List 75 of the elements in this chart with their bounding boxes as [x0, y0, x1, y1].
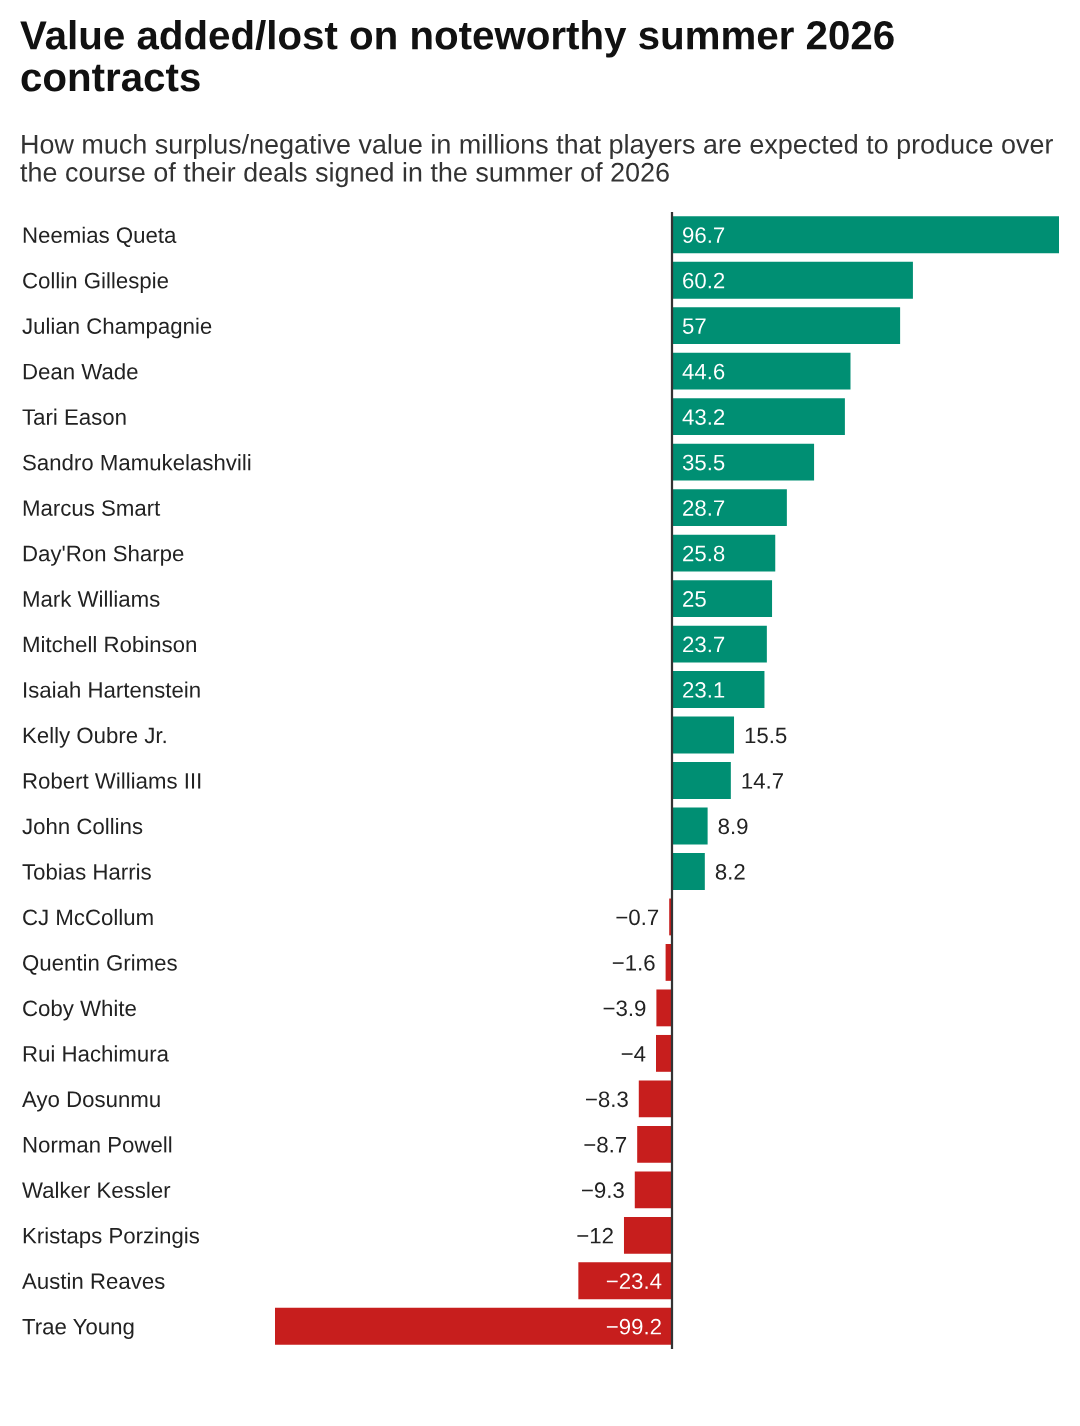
y-tick-label: Trae Young	[22, 1319, 134, 1339]
bar	[672, 762, 731, 799]
bar	[634, 1171, 672, 1209]
y-tick-label: Rui Hachimura	[23, 1045, 169, 1062]
data-label: 60.2	[683, 272, 725, 289]
data-label: 96.7	[683, 227, 725, 244]
data-label: −23.4	[606, 1273, 662, 1290]
bar	[672, 580, 773, 617]
y-tick-label: Austin Reaves	[22, 1272, 165, 1290]
bar	[637, 1125, 672, 1163]
data-label: 23.7	[683, 636, 725, 653]
y-tick-label: Julian Champagnie	[22, 317, 212, 339]
y-tick-label: Dean Wade	[23, 363, 138, 380]
bar	[672, 534, 776, 572]
bar	[623, 1216, 672, 1254]
y-tick-label: Mark Williams	[23, 590, 160, 607]
data-label: −1.6	[612, 954, 655, 971]
bar	[672, 261, 913, 299]
data-label: −0.7	[616, 909, 659, 926]
data-label: 44.6	[682, 363, 725, 380]
y-tick-label: Norman Powell	[23, 1136, 172, 1153]
y-tick-label: Kelly Oubre Jr.	[23, 726, 166, 748]
data-label: −8.3	[586, 1091, 628, 1108]
data-label: 43.2	[682, 409, 725, 425]
y-tick-label: Collin Gillespie	[23, 272, 168, 293]
bar	[655, 1034, 672, 1072]
bar	[672, 716, 735, 754]
y-tick-label: Kristaps Porzingis	[23, 1227, 200, 1248]
data-label: 25	[683, 591, 706, 607]
y-tick-label: Robert Williams III	[23, 772, 201, 789]
data-label: −8.7	[584, 1136, 627, 1153]
bar	[672, 398, 845, 436]
bar	[638, 1080, 672, 1118]
y-tick-label: John Collins	[22, 817, 143, 835]
bar	[672, 671, 765, 708]
data-label: −3.9	[603, 1000, 646, 1017]
data-label: 8.2	[715, 863, 745, 880]
data-label: 14.7	[742, 773, 783, 789]
data-label: 28.7	[683, 500, 725, 516]
bar	[275, 1307, 672, 1345]
bar	[578, 1262, 672, 1300]
y-tick-label: Walker Kessler	[22, 1181, 171, 1199]
chart-subtitle: How much surplus/negative value in millions that players are expected to produce over the course of their deals signed in the summer of 2026	[20, 134, 1053, 188]
y-tick-label: Mitchell Robinson	[23, 636, 196, 653]
data-label: −99.2	[606, 1318, 661, 1335]
y-tick-label: Tobias Harris	[22, 863, 151, 880]
y-tick-label: Quentin Grimes	[23, 954, 177, 975]
bar	[672, 807, 708, 845]
bar	[656, 989, 672, 1027]
data-label: 8.9	[718, 818, 748, 835]
data-label: −4	[621, 1046, 646, 1062]
bar	[672, 489, 787, 527]
bar	[672, 216, 1059, 254]
chart-title: Value added/lost on noteworthy summer 2026 contracts	[20, 20, 894, 92]
data-label: −12	[577, 1227, 613, 1244]
y-tick-label: Isaiah Hartenstein	[24, 681, 200, 698]
data-label: 35.5	[682, 454, 725, 471]
data-label: 57	[682, 318, 706, 334]
data-label: 25.8	[683, 545, 725, 562]
y-tick-label: Coby White	[23, 999, 136, 1021]
y-tick-label: Ayo Dosunmu	[22, 1091, 160, 1112]
bar	[672, 307, 901, 345]
y-tick-label: Neemias Queta	[23, 226, 177, 247]
data-label: 23.1	[683, 682, 725, 698]
y-tick-label: Marcus Smart	[23, 500, 161, 516]
y-tick-label: CJ McCollum	[23, 908, 153, 926]
data-label: 15.5	[745, 727, 787, 744]
bar	[672, 352, 851, 390]
y-tick-label: Sandro Mamukelashvili	[23, 454, 251, 471]
data-label: −9.3	[582, 1182, 624, 1199]
bar	[672, 853, 705, 890]
bar	[672, 625, 767, 663]
y-tick-label: Day'Ron Sharpe	[23, 545, 184, 566]
bar	[672, 443, 815, 481]
y-tick-label: Tari Eason	[22, 408, 126, 425]
